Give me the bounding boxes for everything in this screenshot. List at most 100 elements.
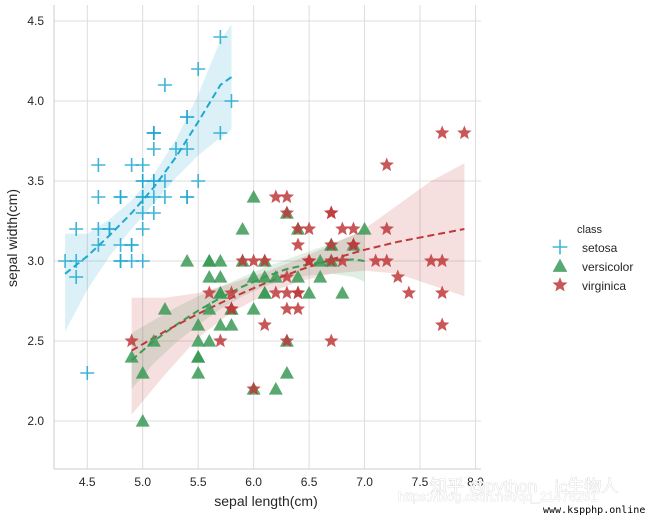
setosa-legend-marker	[552, 239, 568, 255]
versicolor-point	[302, 286, 317, 299]
virginica-point	[368, 253, 383, 268]
virginica-point	[257, 253, 272, 268]
versicolor-point	[313, 270, 328, 283]
versicolor-point	[246, 270, 261, 283]
data-points	[58, 30, 472, 427]
setosa-point	[146, 190, 161, 204]
watermark-brand-suffix: ic生物人	[555, 477, 618, 496]
versicolor-point	[313, 254, 328, 267]
virginica-point	[401, 285, 416, 300]
setosa-point	[169, 142, 183, 156]
versicolor-point	[213, 254, 228, 267]
x-tick-label: 5.5	[190, 475, 207, 489]
virginica-point	[302, 221, 317, 236]
footer-site: www.kspphp.online	[543, 505, 645, 516]
versicolor-point	[213, 286, 228, 299]
virginica-point	[324, 253, 339, 268]
versicolor-point	[135, 366, 150, 379]
virginica-point	[268, 189, 283, 204]
virginica-point	[213, 333, 228, 348]
setosa-point	[135, 206, 150, 220]
versicolor-point	[202, 302, 217, 315]
virginica-point	[202, 285, 217, 300]
x-tick-labels: 4.5 5.0 5.5 6.0 6.5 7.0 7.5 8.0	[79, 475, 484, 489]
virginica-point	[435, 125, 450, 140]
virginica-point	[290, 237, 306, 252]
virginica-point	[324, 205, 339, 220]
virginica-fit-line	[131, 228, 465, 352]
versicolor-point	[279, 366, 294, 379]
y-tick-label: 3.5	[27, 174, 44, 188]
setosa-point	[91, 190, 106, 204]
versicolor-point	[246, 302, 261, 315]
x-tick-label: 6.0	[245, 475, 262, 489]
virginica-point	[346, 221, 361, 236]
versicolor-point	[191, 350, 206, 363]
setosa-point	[213, 126, 228, 140]
virginica-point	[435, 253, 450, 268]
virginica-point	[435, 285, 450, 300]
virginica-point	[390, 269, 405, 284]
versicolor-point	[224, 318, 239, 331]
virginica-point	[224, 301, 239, 316]
versicolor-point	[213, 318, 228, 331]
setosa-point	[124, 158, 139, 172]
virginica-point	[435, 317, 450, 332]
virginica-legend-marker	[552, 277, 568, 292]
virginica-point	[457, 125, 472, 140]
virginica-point	[424, 253, 439, 268]
versicolor-point	[246, 190, 261, 203]
versicolor-point	[191, 334, 206, 347]
watermark-url: https://blog.csdn.net/qq_21478261	[398, 489, 598, 504]
x-tick-label: 5.0	[134, 475, 151, 489]
y-tick-label: 4.0	[27, 94, 44, 108]
virginica-point	[235, 253, 250, 268]
virginica-point	[279, 285, 294, 300]
setosa-point	[213, 30, 228, 44]
legend-label-setosa: setosa	[582, 241, 618, 255]
x-tick-label: 7.5	[412, 475, 429, 489]
versicolor-point	[268, 382, 283, 395]
legend-label-versicolor: versicolor	[582, 260, 633, 274]
versicolor-point	[202, 334, 217, 347]
virginica-point	[246, 253, 261, 268]
versicolor-point	[235, 222, 250, 235]
virginica-point	[268, 285, 283, 300]
versicolor-legend-marker	[552, 258, 568, 272]
setosa-point	[69, 270, 84, 284]
versicolor-point	[257, 270, 272, 283]
setosa-point	[135, 222, 150, 236]
setosa-point	[69, 254, 84, 268]
versicolor-point	[357, 222, 372, 235]
versicolor-point	[202, 270, 217, 283]
virginica-point	[257, 317, 272, 332]
setosa-point	[180, 190, 195, 204]
watermark: 知乎 @python ic生物人 https://blog.csdn.net/q…	[398, 477, 619, 505]
setosa-point	[146, 126, 161, 140]
virginica-point	[279, 301, 294, 316]
legend-title: class	[577, 224, 603, 236]
virginica-point	[124, 333, 139, 348]
watermark-brand: 知乎 @python	[430, 477, 537, 496]
virginica-point	[335, 221, 350, 236]
virginica-point	[279, 205, 294, 220]
virginica-point	[279, 189, 294, 204]
virginica-point	[335, 253, 350, 268]
virginica-point	[379, 253, 394, 268]
x-tick-label: 6.5	[301, 475, 318, 489]
y-tick-label: 3.0	[27, 254, 44, 268]
y-tick-label: 2.5	[27, 334, 44, 348]
footer-banner: www.kspphp.online	[540, 503, 650, 516]
virginica-point	[279, 333, 294, 348]
virginica-point	[379, 221, 394, 236]
setosa-point	[80, 366, 95, 380]
y-axis-title: sepal width(cm)	[4, 189, 20, 287]
virginica-point	[324, 237, 339, 252]
virginica-point	[246, 381, 261, 396]
setosa-point	[91, 222, 106, 236]
versicolor-point	[146, 334, 161, 347]
x-tick-label: 8.0	[467, 475, 484, 489]
setosa-point	[146, 142, 161, 156]
y-tick-label: 4.5	[27, 14, 44, 28]
